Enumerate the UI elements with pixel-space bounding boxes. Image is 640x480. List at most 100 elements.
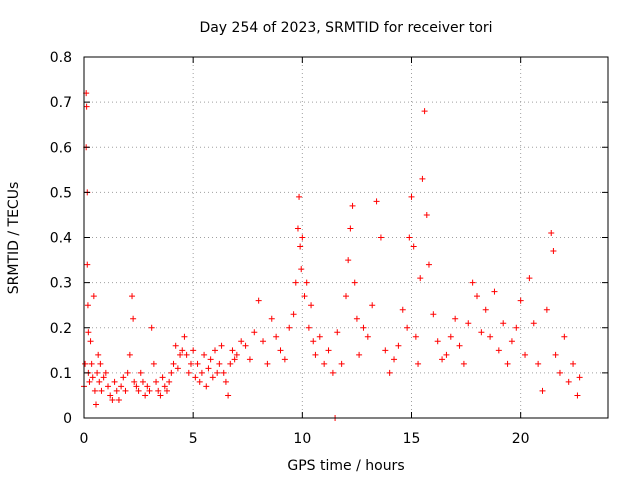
data-point xyxy=(225,392,232,399)
data-point xyxy=(292,279,299,286)
data-point xyxy=(404,324,411,331)
data-point xyxy=(465,320,472,327)
data-point xyxy=(84,302,91,309)
data-point xyxy=(133,383,140,390)
y-tick-label: 0.6 xyxy=(50,140,72,156)
y-axis-label: SRMTID / TECUs xyxy=(6,182,22,295)
data-point xyxy=(82,360,89,367)
data-point xyxy=(417,275,424,282)
data-point xyxy=(238,338,245,345)
data-point xyxy=(430,311,437,318)
data-point xyxy=(364,333,371,340)
data-point xyxy=(88,360,95,367)
data-point xyxy=(570,360,577,367)
data-point xyxy=(478,329,485,336)
data-point xyxy=(220,369,227,376)
data-point xyxy=(216,360,223,367)
data-point xyxy=(229,347,236,354)
data-point xyxy=(242,342,249,349)
data-point xyxy=(130,315,137,322)
y-tick-label: 0 xyxy=(63,411,72,427)
data-point xyxy=(356,351,363,358)
data-point xyxy=(419,175,426,182)
data-point xyxy=(543,306,550,313)
data-point xyxy=(153,378,160,385)
data-point xyxy=(576,374,583,381)
data-point xyxy=(179,347,186,354)
data-point xyxy=(86,378,93,385)
data-point xyxy=(109,396,116,403)
data-point xyxy=(97,360,104,367)
data-point xyxy=(89,374,96,381)
data-point xyxy=(325,347,332,354)
data-point xyxy=(196,378,203,385)
data-point xyxy=(142,392,149,399)
data-point xyxy=(408,193,415,200)
data-point xyxy=(535,360,542,367)
data-point xyxy=(84,261,91,268)
data-point xyxy=(129,293,136,300)
data-point xyxy=(233,351,240,358)
data-point xyxy=(268,315,275,322)
data-point xyxy=(146,387,153,394)
x-tick-label: 5 xyxy=(189,431,198,447)
data-point xyxy=(412,333,419,340)
data-point xyxy=(212,347,218,354)
data-point xyxy=(90,293,97,300)
data-point xyxy=(539,387,546,394)
data-point xyxy=(434,338,441,345)
data-point xyxy=(305,324,312,331)
data-point xyxy=(443,351,450,358)
data-point xyxy=(423,211,430,218)
data-point xyxy=(474,293,480,300)
data-point xyxy=(343,293,349,300)
data-point xyxy=(425,261,432,268)
data-point xyxy=(185,369,192,376)
data-point xyxy=(172,342,179,349)
data-point xyxy=(105,383,112,390)
y-tick-label: 0.4 xyxy=(50,231,72,247)
data-point xyxy=(522,351,529,358)
data-point xyxy=(218,342,225,349)
data-point xyxy=(500,320,507,327)
data-point xyxy=(353,315,360,322)
data-point xyxy=(144,383,151,390)
data-point xyxy=(183,351,190,358)
data-point xyxy=(299,234,306,241)
data-point xyxy=(491,288,498,295)
y-tick-label: 0.8 xyxy=(50,50,72,66)
data-point xyxy=(386,369,393,376)
data-point xyxy=(513,324,520,331)
data-point xyxy=(135,387,142,394)
data-point xyxy=(565,378,572,385)
data-point xyxy=(391,356,398,363)
data-point xyxy=(209,374,216,381)
data-point xyxy=(194,360,201,367)
data-point xyxy=(298,266,305,273)
data-point xyxy=(550,248,557,255)
data-point xyxy=(456,342,463,349)
data-point xyxy=(115,396,122,403)
data-point xyxy=(113,387,120,394)
data-point xyxy=(124,369,131,376)
data-point xyxy=(286,324,293,331)
data-point xyxy=(198,369,205,376)
data-point xyxy=(369,302,376,309)
data-point xyxy=(316,333,323,340)
data-point xyxy=(373,198,380,205)
data-point xyxy=(452,315,459,322)
data-point xyxy=(277,347,284,354)
data-point xyxy=(148,324,155,331)
data-point xyxy=(207,356,214,363)
data-point xyxy=(190,347,197,354)
data-point xyxy=(120,374,127,381)
data-point xyxy=(399,306,406,313)
data-point xyxy=(439,356,446,363)
data-point xyxy=(222,378,229,385)
data-point xyxy=(360,324,367,331)
grid-lines xyxy=(84,57,608,418)
data-point xyxy=(349,202,356,209)
data-point xyxy=(98,387,105,394)
data-point xyxy=(87,338,94,345)
data-point xyxy=(260,338,267,345)
